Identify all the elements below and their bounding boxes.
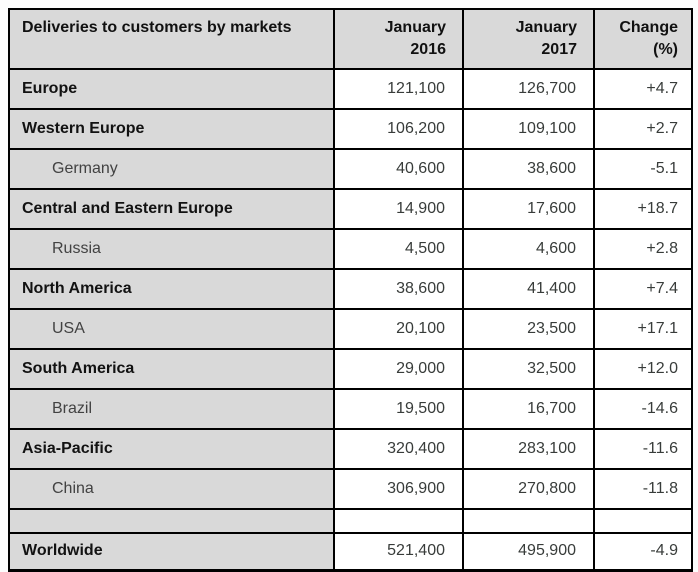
change-value: +4.7 <box>593 68 693 110</box>
jan-2016-value: 106,200 <box>333 108 464 150</box>
spacer-row <box>8 508 693 534</box>
market-cell: Europe <box>8 68 335 110</box>
jan-2017-value: 23,500 <box>462 308 595 350</box>
change-value: -4.9 <box>593 532 693 571</box>
jan-2017-value: 109,100 <box>462 108 595 150</box>
table-row-brazil: Brazil 19,500 16,700 -14.6 <box>8 388 693 430</box>
change-value-empty <box>593 508 693 534</box>
jan-2016-value: 121,100 <box>333 68 464 110</box>
market-cell: Russia <box>8 228 335 270</box>
header-change: Change (%) <box>593 8 693 70</box>
jan-2017-value: 4,600 <box>462 228 595 270</box>
jan-2016-value: 521,400 <box>333 532 464 571</box>
table-row-central-eastern-europe: Central and Eastern Europe 14,900 17,600… <box>8 188 693 230</box>
table-row-germany: Germany 40,600 38,600 -5.1 <box>8 148 693 190</box>
header-jan-2017: January 2017 <box>462 8 595 70</box>
market-cell-empty <box>8 508 335 534</box>
market-cell: Brazil <box>8 388 335 430</box>
jan-2016-value: 306,900 <box>333 468 464 510</box>
change-value: -14.6 <box>593 388 693 430</box>
market-cell: USA <box>8 308 335 350</box>
jan-2016-value: 38,600 <box>333 268 464 310</box>
market-cell: South America <box>8 348 335 390</box>
jan-2016-value: 40,600 <box>333 148 464 190</box>
jan-2017-value: 16,700 <box>462 388 595 430</box>
jan-2017-value: 283,100 <box>462 428 595 470</box>
header-jan-2016: January 2016 <box>333 8 464 70</box>
table-row-asia-pacific: Asia-Pacific 320,400 283,100 -11.6 <box>8 428 693 470</box>
market-cell: Central and Eastern Europe <box>8 188 335 230</box>
market-cell: Western Europe <box>8 108 335 150</box>
market-cell: Germany <box>8 148 335 190</box>
jan-2017-value: 270,800 <box>462 468 595 510</box>
change-value: +7.4 <box>593 268 693 310</box>
jan-2017-value: 495,900 <box>462 532 595 571</box>
table-row-south-america: South America 29,000 32,500 +12.0 <box>8 348 693 390</box>
header-markets: Deliveries to customers by markets <box>8 8 335 70</box>
change-value: -5.1 <box>593 148 693 190</box>
change-value: +18.7 <box>593 188 693 230</box>
jan-2016-value: 20,100 <box>333 308 464 350</box>
deliveries-table: Deliveries to customers by markets Janua… <box>8 8 693 572</box>
jan-2016-value: 19,500 <box>333 388 464 430</box>
table-row-europe: Europe 121,100 126,700 +4.7 <box>8 68 693 110</box>
jan-2016-value: 14,900 <box>333 188 464 230</box>
jan-2017-value: 41,400 <box>462 268 595 310</box>
table-row-russia: Russia 4,500 4,600 +2.8 <box>8 228 693 270</box>
jan-2016-value: 320,400 <box>333 428 464 470</box>
change-value: +17.1 <box>593 308 693 350</box>
jan-2017-value: 32,500 <box>462 348 595 390</box>
change-value: -11.8 <box>593 468 693 510</box>
table-row-usa: USA 20,100 23,500 +17.1 <box>8 308 693 350</box>
market-cell: China <box>8 468 335 510</box>
change-value: -11.6 <box>593 428 693 470</box>
header-row: Deliveries to customers by markets Janua… <box>8 8 693 70</box>
market-cell: North America <box>8 268 335 310</box>
jan-2016-value-empty <box>333 508 464 534</box>
jan-2016-value: 29,000 <box>333 348 464 390</box>
market-cell: Worldwide <box>8 532 335 571</box>
table-row-western-europe: Western Europe 106,200 109,100 +2.7 <box>8 108 693 150</box>
change-value: +2.7 <box>593 108 693 150</box>
change-value: +2.8 <box>593 228 693 270</box>
jan-2017-value: 38,600 <box>462 148 595 190</box>
table-row-north-america: North America 38,600 41,400 +7.4 <box>8 268 693 310</box>
jan-2016-value: 4,500 <box>333 228 464 270</box>
change-value: +12.0 <box>593 348 693 390</box>
jan-2017-value-empty <box>462 508 595 534</box>
table-row-china: China 306,900 270,800 -11.8 <box>8 468 693 510</box>
table-header: Deliveries to customers by markets Janua… <box>8 8 693 70</box>
table-row-worldwide: Worldwide 521,400 495,900 -4.9 <box>8 532 693 571</box>
jan-2017-value: 17,600 <box>462 188 595 230</box>
jan-2017-value: 126,700 <box>462 68 595 110</box>
market-cell: Asia-Pacific <box>8 428 335 470</box>
table-body: Europe 121,100 126,700 +4.7 Western Euro… <box>8 68 693 571</box>
